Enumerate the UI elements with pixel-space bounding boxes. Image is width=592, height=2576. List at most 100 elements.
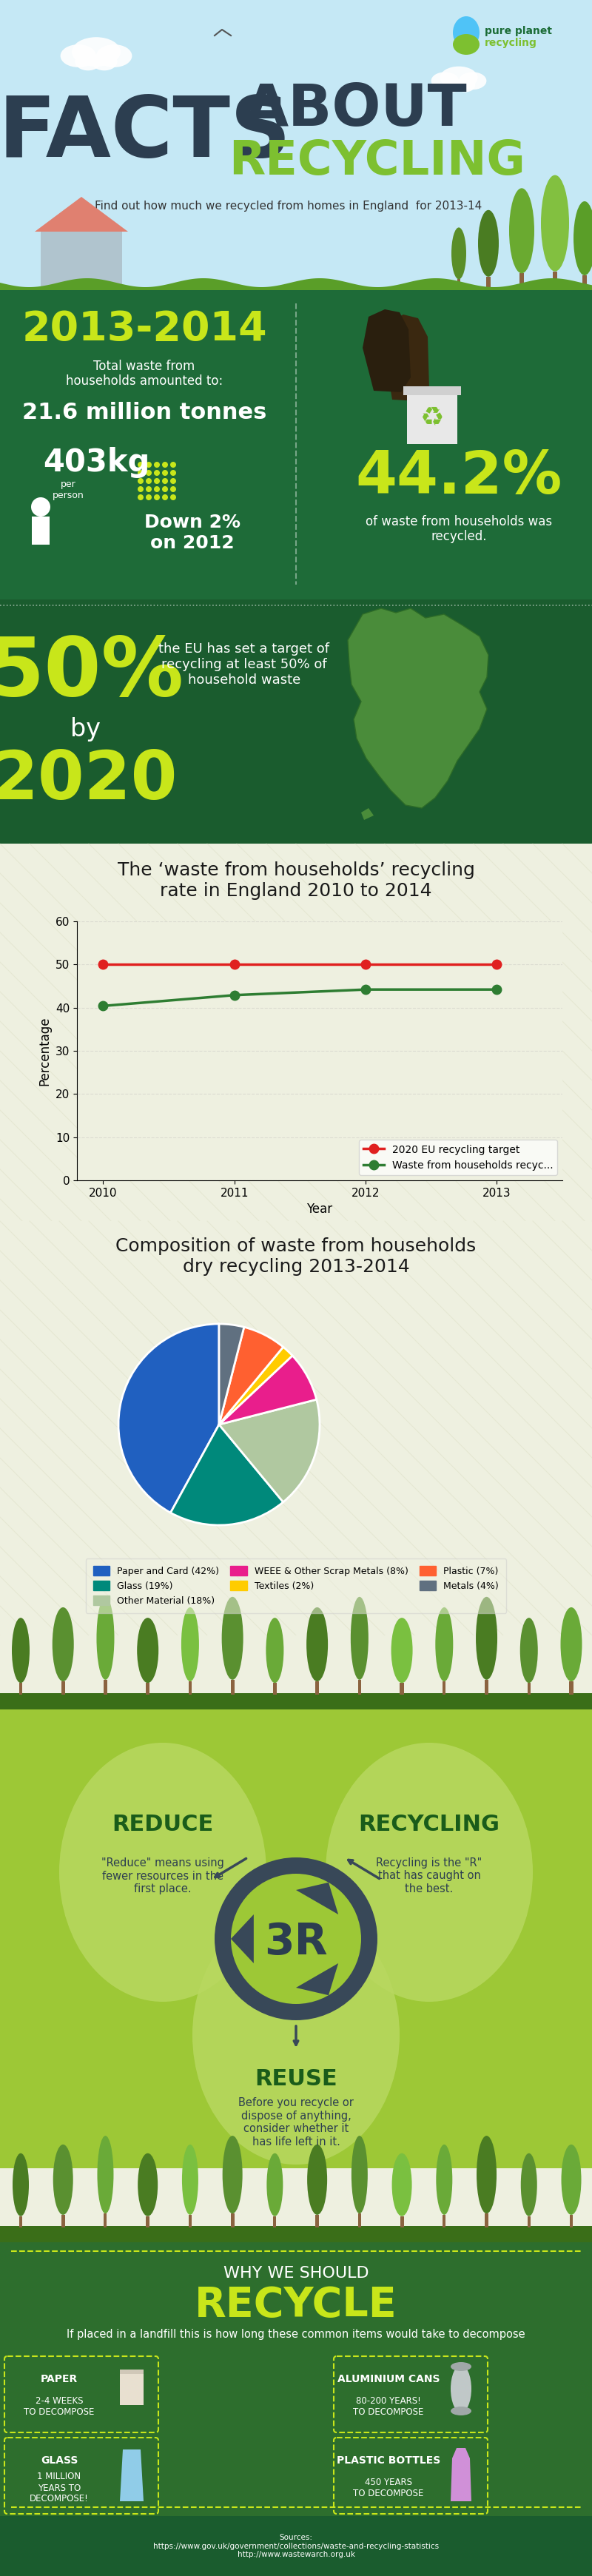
Bar — [407, 392, 457, 443]
Bar — [570, 2215, 573, 2228]
Circle shape — [170, 469, 176, 477]
Bar — [120, 2370, 143, 2406]
Circle shape — [162, 479, 168, 484]
Bar — [400, 1682, 404, 1695]
Text: 3R: 3R — [264, 1922, 328, 1963]
Text: ABOUT: ABOUT — [243, 82, 467, 137]
Text: per
person: per person — [52, 479, 84, 500]
Bar — [188, 1682, 192, 1695]
Waste from households recyc... — [493, 974, 500, 1005]
2020 EU recycling target — [493, 948, 500, 979]
Text: REDUCE: REDUCE — [112, 1814, 214, 1834]
Polygon shape — [41, 201, 122, 286]
Bar — [231, 2213, 234, 2228]
Ellipse shape — [266, 1618, 284, 1682]
Waste from households recyc... — [362, 974, 369, 1005]
Ellipse shape — [307, 2143, 327, 2215]
Bar — [0, 2517, 592, 2576]
2020 EU recycling target — [362, 948, 369, 979]
Bar — [0, 1221, 592, 1636]
Circle shape — [146, 479, 152, 484]
Ellipse shape — [137, 1618, 159, 1682]
Circle shape — [137, 487, 143, 492]
Wedge shape — [219, 1347, 292, 1425]
Bar — [62, 2215, 65, 2228]
Text: FACTS: FACTS — [0, 93, 291, 175]
Text: RECYCLE: RECYCLE — [195, 2285, 397, 2326]
Ellipse shape — [223, 2136, 243, 2213]
Ellipse shape — [138, 2154, 157, 2215]
Ellipse shape — [520, 1618, 538, 1682]
Ellipse shape — [477, 2136, 497, 2213]
Text: REUSE: REUSE — [255, 2069, 337, 2089]
Polygon shape — [361, 809, 374, 819]
Text: WHY WE SHOULD: WHY WE SHOULD — [223, 2267, 369, 2280]
Circle shape — [137, 469, 143, 477]
Bar — [0, 2226, 592, 2241]
Text: by: by — [70, 716, 100, 742]
Wedge shape — [219, 1327, 283, 1425]
Text: 2020: 2020 — [0, 747, 178, 814]
Bar — [0, 2241, 592, 2517]
Bar — [400, 2215, 404, 2228]
X-axis label: Year: Year — [307, 1203, 333, 1216]
Text: 403kg: 403kg — [43, 448, 150, 479]
Ellipse shape — [459, 72, 487, 90]
Text: recycling: recycling — [485, 39, 537, 49]
Bar — [0, 1636, 592, 1710]
Circle shape — [146, 487, 152, 492]
Ellipse shape — [561, 1607, 582, 1682]
Ellipse shape — [97, 2136, 114, 2213]
Text: "Reduce" means using
fewer resources in the
first place.: "Reduce" means using fewer resources in … — [101, 1857, 224, 1893]
Bar — [358, 2213, 361, 2228]
Bar — [358, 1680, 361, 1695]
Bar — [316, 1682, 319, 1695]
Legend: 2020 EU recycling target, Waste from households recyc...: 2020 EU recycling target, Waste from hou… — [359, 1141, 557, 1175]
Text: PLASTIC BOTTLES: PLASTIC BOTTLES — [337, 2455, 440, 2465]
Bar — [274, 2215, 276, 2228]
Ellipse shape — [476, 1597, 497, 1680]
Line: Waste from households recyc...: Waste from households recyc... — [99, 984, 501, 1010]
Bar — [104, 1680, 107, 1695]
Bar — [61, 1682, 65, 1695]
Text: If placed in a landfill this is how long these common items would take to decomp: If placed in a landfill this is how long… — [67, 2329, 525, 2342]
Y-axis label: Percentage: Percentage — [38, 1015, 52, 1084]
Ellipse shape — [435, 1607, 453, 1682]
Circle shape — [162, 487, 168, 492]
Circle shape — [146, 469, 152, 477]
Ellipse shape — [96, 1597, 114, 1680]
Bar — [0, 1710, 592, 2169]
Circle shape — [170, 461, 176, 469]
Ellipse shape — [453, 33, 480, 54]
Ellipse shape — [181, 1607, 199, 1682]
Ellipse shape — [59, 1744, 266, 2002]
Wedge shape — [118, 1324, 219, 1512]
Bar — [443, 1682, 446, 1695]
Text: ALUMINIUM CANS: ALUMINIUM CANS — [337, 2375, 440, 2385]
Ellipse shape — [53, 2143, 73, 2215]
Legend: Paper and Card (42%), Glass (19%), Other Material (18%), WEEE & Other Scrap Meta: Paper and Card (42%), Glass (19%), Other… — [86, 1558, 506, 1613]
Bar — [443, 2215, 446, 2228]
Text: 2-4 WEEKS
TO DECOMPOSE: 2-4 WEEKS TO DECOMPOSE — [24, 2396, 95, 2416]
Bar — [0, 842, 592, 1221]
Circle shape — [146, 461, 152, 469]
Text: Recycling is the "R"
that has caught on
the best.: Recycling is the "R" that has caught on … — [376, 1857, 482, 1893]
2020 EU recycling target — [231, 948, 238, 979]
Bar — [0, 600, 592, 842]
Wedge shape — [219, 1324, 244, 1425]
Circle shape — [137, 461, 143, 469]
Text: 1 MILLION
YEARS TO
DECOMPOSE!: 1 MILLION YEARS TO DECOMPOSE! — [30, 2473, 89, 2504]
Circle shape — [137, 479, 143, 484]
Circle shape — [154, 487, 160, 492]
Circle shape — [162, 461, 168, 469]
Circle shape — [146, 495, 152, 500]
Bar — [485, 2213, 488, 2228]
Ellipse shape — [182, 2143, 198, 2215]
Ellipse shape — [91, 52, 117, 70]
Text: 80-200 YEARS!
TO DECOMPOSE: 80-200 YEARS! TO DECOMPOSE — [353, 2396, 424, 2416]
Bar — [104, 2213, 107, 2228]
Bar — [583, 276, 587, 289]
Ellipse shape — [307, 1607, 328, 1682]
Text: 21.6 million tonnes: 21.6 million tonnes — [22, 402, 266, 422]
Bar — [230, 1680, 234, 1695]
